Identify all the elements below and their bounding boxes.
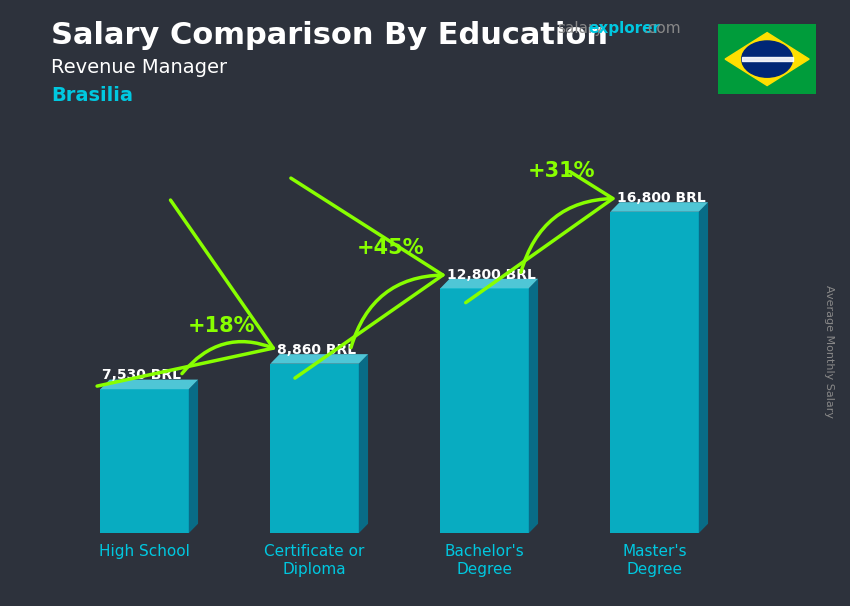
Text: 12,800 BRL: 12,800 BRL	[447, 268, 536, 282]
Polygon shape	[699, 202, 708, 533]
Polygon shape	[359, 354, 368, 533]
Text: salary: salary	[557, 21, 604, 36]
Polygon shape	[100, 389, 189, 533]
Polygon shape	[270, 354, 368, 364]
Polygon shape	[270, 364, 359, 533]
Text: .com: .com	[643, 21, 681, 36]
Polygon shape	[529, 279, 538, 533]
Text: 7,530 BRL: 7,530 BRL	[102, 367, 181, 382]
Text: +45%: +45%	[357, 239, 425, 259]
Text: Revenue Manager: Revenue Manager	[51, 58, 227, 76]
Polygon shape	[440, 279, 538, 288]
Polygon shape	[610, 211, 699, 533]
FancyArrowPatch shape	[291, 178, 443, 378]
Text: Average Monthly Salary: Average Monthly Salary	[824, 285, 834, 418]
Text: +18%: +18%	[187, 316, 255, 336]
Circle shape	[742, 41, 792, 77]
Text: Salary Comparison By Education: Salary Comparison By Education	[51, 21, 608, 50]
FancyArrowPatch shape	[460, 102, 613, 302]
Text: 16,800 BRL: 16,800 BRL	[617, 191, 706, 205]
Polygon shape	[189, 379, 198, 533]
Text: explorer: explorer	[588, 21, 660, 36]
Bar	[742, 57, 792, 61]
Text: 8,860 BRL: 8,860 BRL	[277, 343, 356, 357]
Polygon shape	[100, 379, 198, 389]
Polygon shape	[610, 202, 708, 211]
Text: +31%: +31%	[527, 161, 595, 181]
FancyArrowPatch shape	[97, 200, 274, 386]
Polygon shape	[440, 288, 529, 533]
Text: Brasilia: Brasilia	[51, 86, 133, 105]
Polygon shape	[725, 33, 809, 85]
